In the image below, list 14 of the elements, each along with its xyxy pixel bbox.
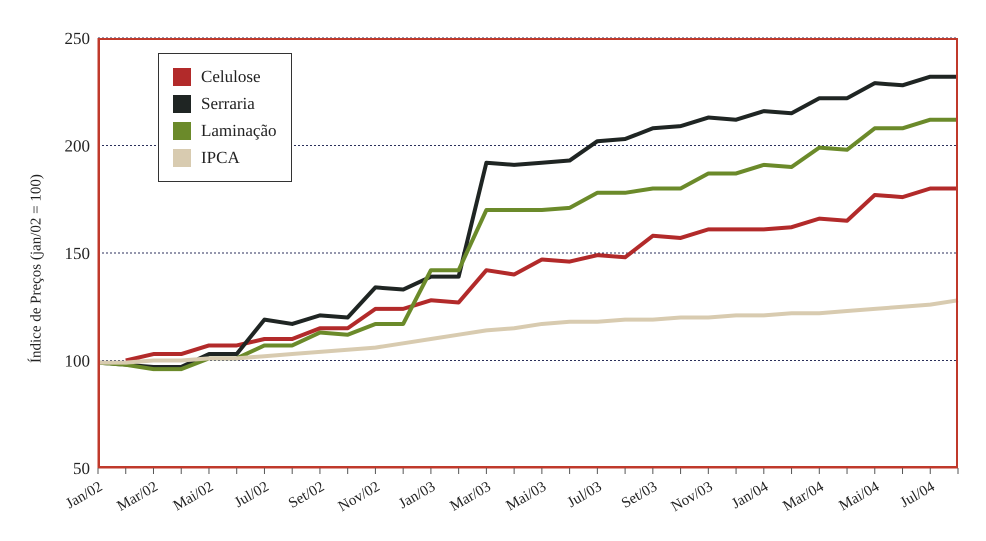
x-tick-label: Set/03 (618, 478, 660, 512)
x-tick-label: Jul/03 (564, 478, 605, 512)
legend-label: Celulose (201, 66, 260, 88)
legend-label: Serraria (201, 93, 255, 115)
y-tick-label: 100 (64, 352, 90, 371)
legend-label: IPCA (201, 147, 240, 169)
y-tick-label: 200 (64, 136, 90, 156)
y-axis-title: Índice de Preços (jan/02 = 100) (27, 174, 44, 363)
x-tick-label: Set/02 (286, 478, 328, 512)
y-tick-label: 150 (64, 244, 90, 264)
legend-label: Laminação (201, 120, 277, 142)
x-tick-label: Jul/02 (232, 478, 272, 512)
y-tick-label: 250 (64, 29, 90, 48)
y-tick-label: 50 (73, 459, 90, 478)
